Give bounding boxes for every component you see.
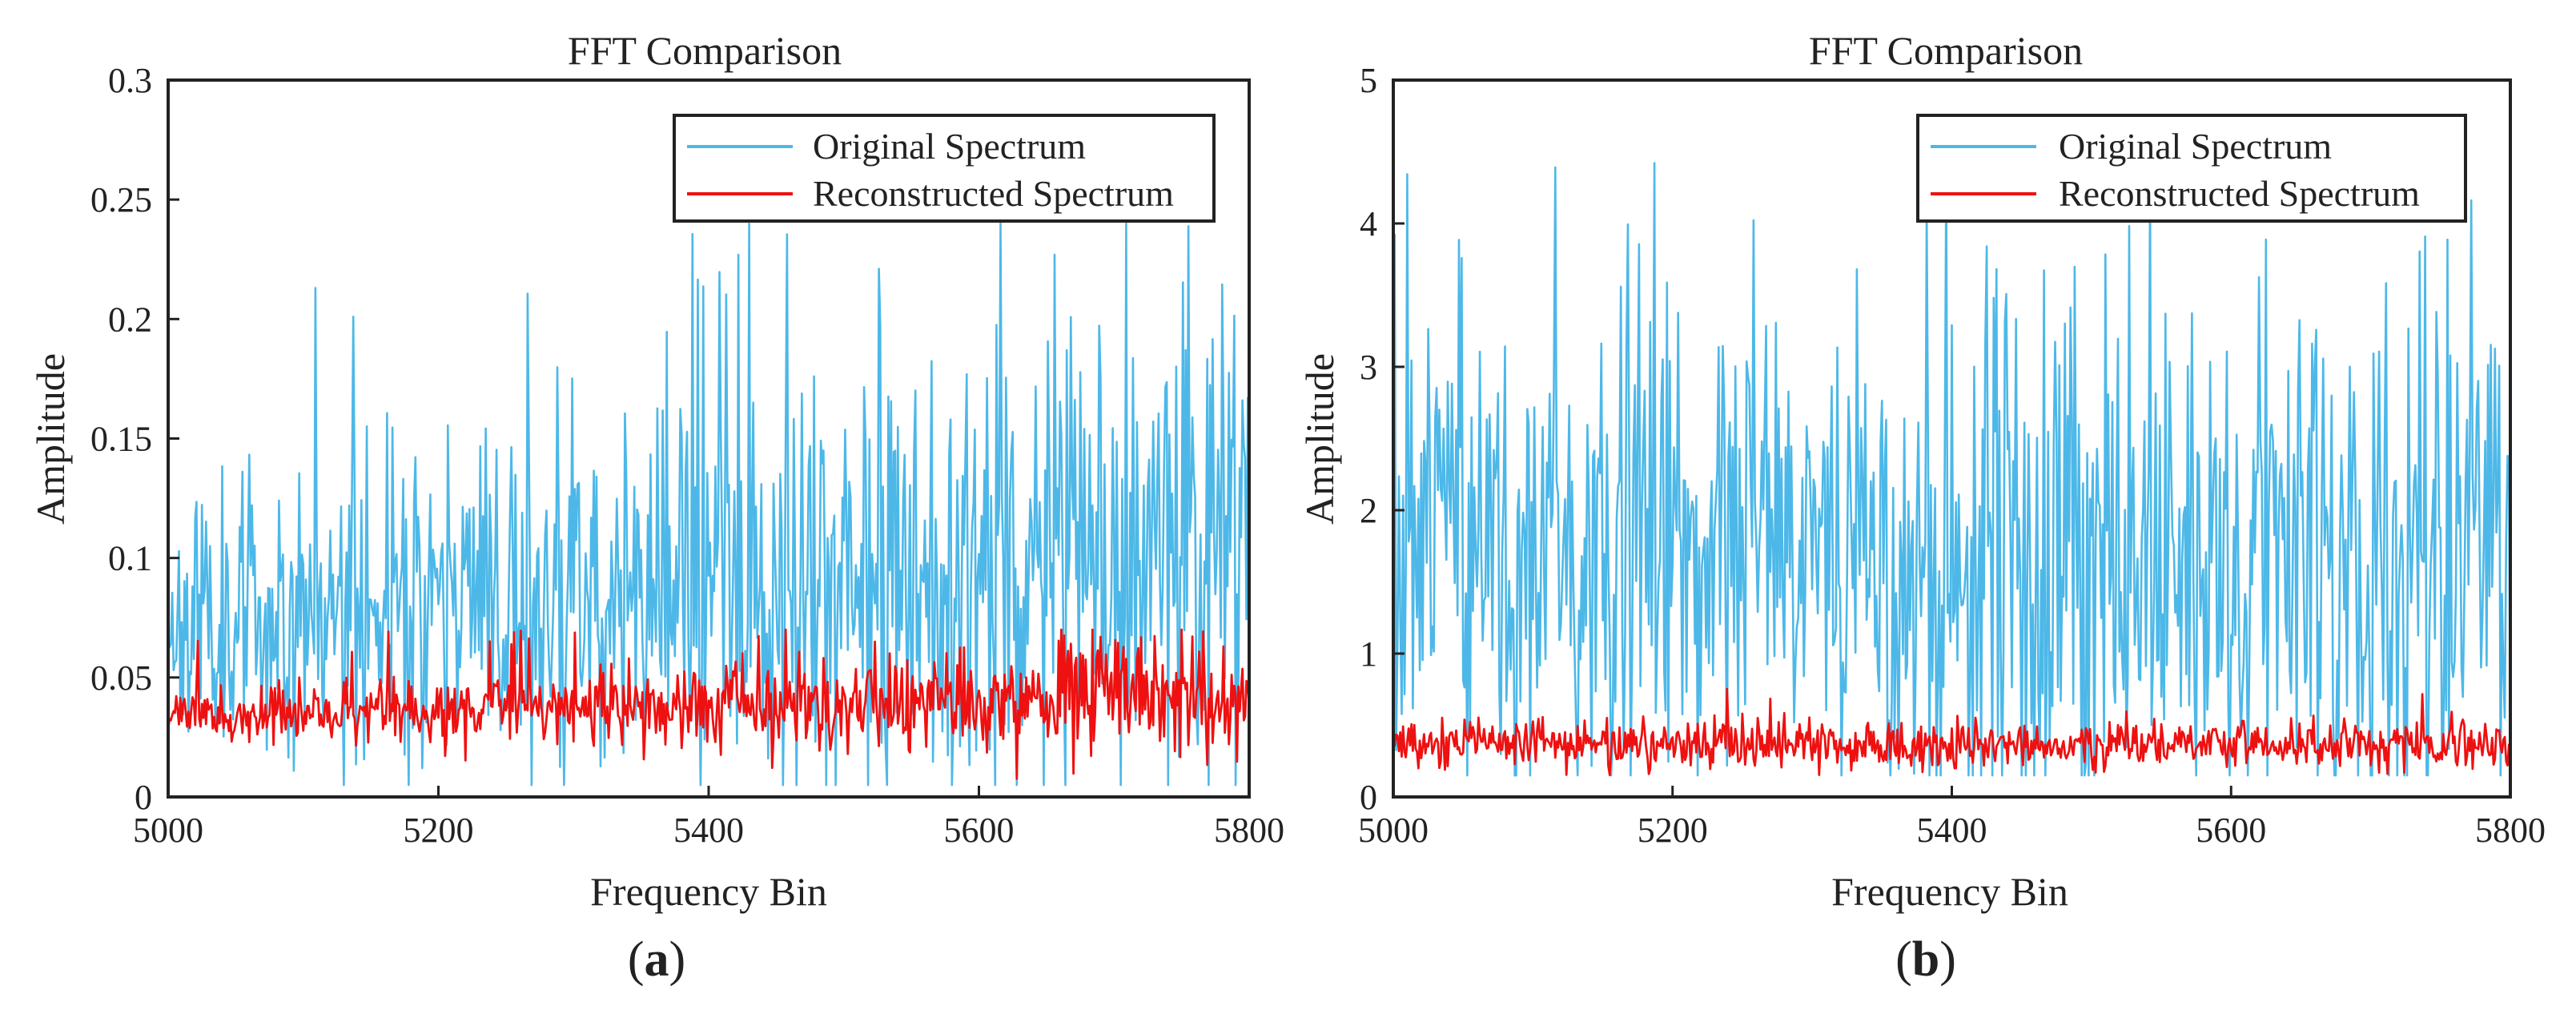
y-tick-label: 1 bbox=[1360, 634, 1377, 674]
legend-label-original: Original Spectrum bbox=[2059, 126, 2332, 167]
legend-box bbox=[1916, 114, 2467, 223]
series-line-reconstructed bbox=[167, 628, 1251, 780]
series-line-reconstructed bbox=[1392, 687, 2511, 777]
x-tick-label: 5000 bbox=[1358, 811, 1429, 850]
legend-label-reconstructed: Reconstructed Spectrum bbox=[813, 173, 1174, 214]
chart-panel-a: FFT Comparison 5000 5200 5400 5600 5800 0 0.0… bbox=[28, 28, 1284, 987]
y-tick-label: 0 bbox=[1360, 778, 1377, 817]
y-tick-label: 0.25 bbox=[90, 180, 152, 219]
legend: Original Spectrum Reconstructed Spectrum bbox=[1916, 114, 2467, 223]
x-tick-label: 5600 bbox=[944, 811, 1015, 850]
x-tick-label: 5800 bbox=[2475, 811, 2546, 850]
chart-panel-b: FFT Comparison 5000 5200 5400 5600 5800 0 1 2 3… bbox=[1297, 28, 2546, 987]
x-axis-label: Frequency Bin bbox=[590, 869, 827, 914]
x-axis-label: Frequency Bin bbox=[1831, 869, 2068, 914]
y-axis-label: Amplitude bbox=[28, 353, 73, 525]
x-tick-label: 5000 bbox=[133, 811, 203, 850]
y-tick-label: 0.05 bbox=[90, 658, 152, 698]
y-tick-label: 4 bbox=[1360, 204, 1377, 243]
y-tick-label: 5 bbox=[1360, 61, 1377, 100]
y-tick-label: 2 bbox=[1360, 491, 1377, 530]
y-tick-label: 0.2 bbox=[108, 300, 152, 339]
x-tick-label: 5200 bbox=[1638, 811, 1708, 850]
series-line-original bbox=[167, 222, 1251, 787]
x-tick-label: 5400 bbox=[1917, 811, 1987, 850]
legend-label-original: Original Spectrum bbox=[813, 126, 1086, 167]
x-tick-label: 5600 bbox=[2196, 811, 2266, 850]
x-tick-label: 5400 bbox=[673, 811, 744, 850]
x-tick-label: 5800 bbox=[1214, 811, 1284, 850]
legend-box bbox=[673, 114, 1216, 223]
y-tick-label: 0 bbox=[135, 778, 152, 817]
panel-label: (b) bbox=[1895, 932, 1956, 987]
legend-label-reconstructed: Reconstructed Spectrum bbox=[2059, 173, 2420, 214]
y-tick-label: 0.3 bbox=[108, 61, 152, 100]
y-tick-label: 0.15 bbox=[90, 420, 152, 459]
legend: Original Spectrum Reconstructed Spectrum bbox=[673, 114, 1216, 223]
panel-label: (a) bbox=[628, 932, 685, 987]
x-tick-label: 5200 bbox=[404, 811, 474, 850]
y-tick-label: 0.1 bbox=[108, 539, 152, 578]
y-tick-label: 3 bbox=[1360, 348, 1377, 387]
y-axis-label: Amplitude bbox=[1297, 353, 1342, 525]
chart-title: FFT Comparison bbox=[1809, 28, 2083, 73]
series-line-original bbox=[1392, 162, 2512, 777]
chart-title: FFT Comparison bbox=[568, 28, 842, 73]
